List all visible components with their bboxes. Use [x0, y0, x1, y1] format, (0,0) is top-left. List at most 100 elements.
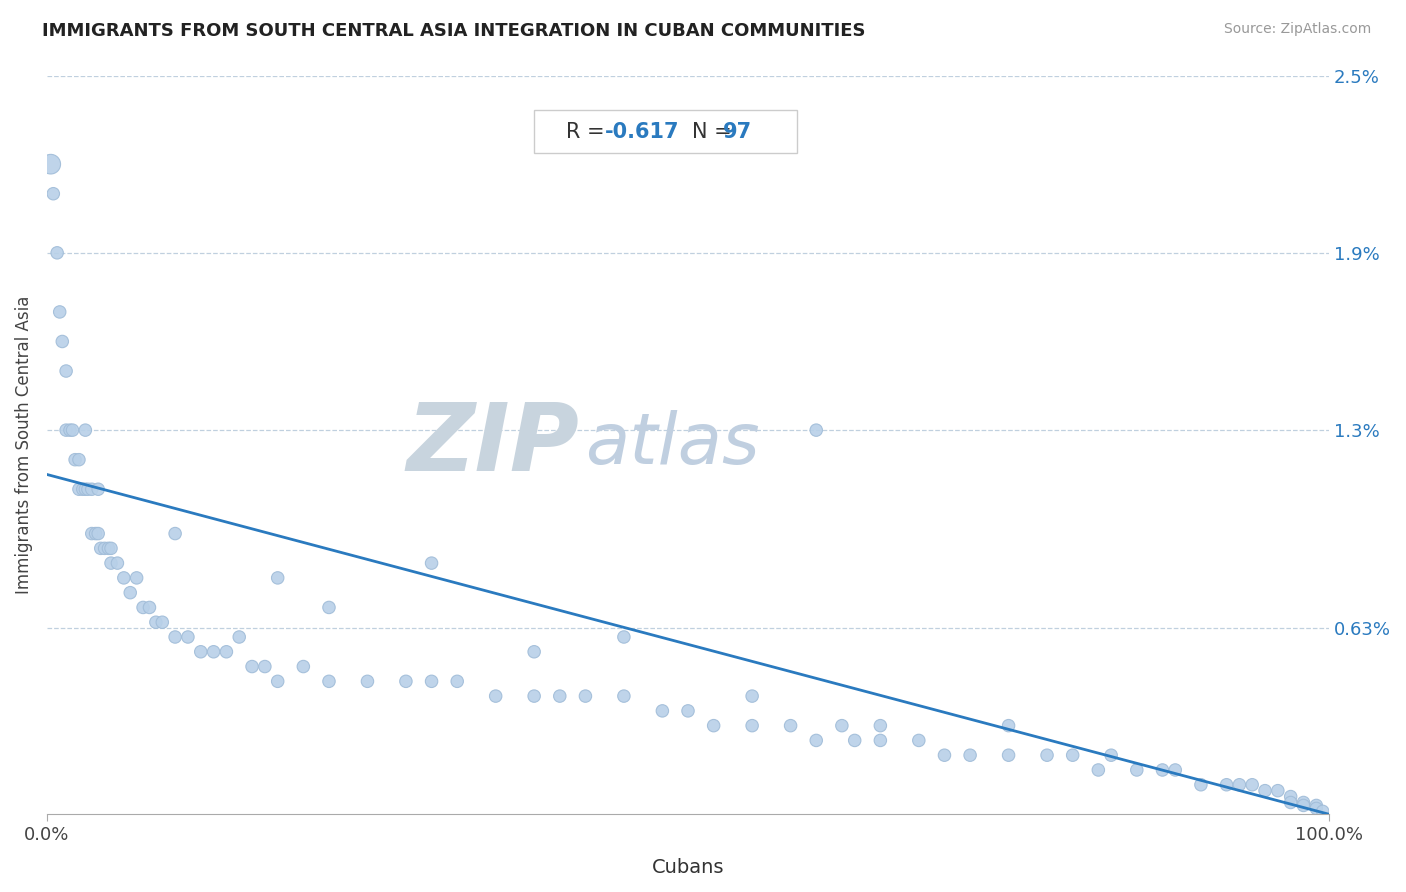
Point: [1227, 778, 1250, 792]
Point: [72, 482, 94, 496]
Point: [1036, 748, 1059, 763]
Point: [1241, 778, 1264, 792]
Point: [959, 748, 981, 763]
Point: [107, 556, 129, 570]
Point: [202, 645, 225, 659]
Point: [150, 615, 173, 630]
Point: [613, 689, 636, 703]
Point: [869, 719, 891, 733]
Point: [1267, 783, 1289, 797]
Point: [55, 364, 77, 378]
Point: [1305, 801, 1327, 815]
Point: [934, 748, 956, 763]
Point: [844, 733, 866, 747]
Point: [120, 585, 142, 599]
Point: [112, 571, 135, 585]
Point: [1062, 748, 1084, 763]
Point: [1215, 778, 1237, 792]
Point: [132, 600, 155, 615]
Point: [80, 526, 103, 541]
Point: [806, 733, 828, 747]
Point: [485, 689, 508, 703]
Point: [100, 541, 122, 556]
Point: [1279, 789, 1302, 804]
Point: [48, 305, 70, 319]
Point: [228, 630, 250, 644]
Text: -0.617: -0.617: [605, 121, 679, 142]
Y-axis label: Immigrants from South Central Asia: Immigrants from South Central Asia: [15, 296, 32, 594]
Point: [63, 452, 86, 467]
Point: [1164, 763, 1187, 777]
Point: [703, 719, 725, 733]
Point: [1087, 763, 1109, 777]
Point: [93, 541, 115, 556]
Point: [145, 615, 167, 630]
Point: [267, 674, 290, 689]
Point: [574, 689, 596, 703]
Point: [165, 526, 187, 541]
X-axis label: Cubans: Cubans: [652, 858, 724, 877]
Point: [100, 556, 122, 570]
Point: [779, 719, 801, 733]
FancyBboxPatch shape: [534, 111, 797, 153]
Point: [1099, 748, 1122, 763]
Point: [39, 157, 62, 171]
Point: [318, 600, 340, 615]
Text: 97: 97: [723, 121, 752, 142]
Point: [190, 645, 212, 659]
Point: [741, 689, 763, 703]
Point: [67, 452, 90, 467]
Point: [87, 482, 110, 496]
Text: Source: ZipAtlas.com: Source: ZipAtlas.com: [1223, 22, 1371, 37]
Point: [75, 482, 97, 496]
Point: [1126, 763, 1149, 777]
Point: [651, 704, 673, 718]
Point: [42, 186, 65, 201]
Point: [267, 571, 290, 585]
Point: [806, 423, 828, 437]
Point: [51, 334, 73, 349]
Point: [138, 600, 160, 615]
Point: [177, 630, 200, 644]
Point: [46, 245, 69, 260]
Point: [1312, 805, 1334, 819]
Point: [59, 423, 82, 437]
Point: [676, 704, 699, 718]
Text: R =: R =: [567, 121, 612, 142]
Point: [292, 659, 315, 673]
Point: [75, 423, 97, 437]
Point: [997, 748, 1019, 763]
Point: [90, 541, 112, 556]
Point: [253, 659, 276, 673]
Point: [1254, 783, 1277, 797]
Point: [395, 674, 418, 689]
Point: [420, 674, 443, 689]
Point: [97, 541, 120, 556]
Point: [67, 482, 90, 496]
Point: [1292, 798, 1315, 813]
Point: [240, 659, 263, 673]
Point: [446, 674, 468, 689]
Point: [77, 482, 100, 496]
Point: [318, 674, 340, 689]
Point: [80, 482, 103, 496]
Point: [62, 423, 84, 437]
Point: [523, 689, 546, 703]
Text: ZIP: ZIP: [406, 399, 579, 491]
Point: [125, 571, 148, 585]
Point: [831, 719, 853, 733]
Point: [613, 630, 636, 644]
Point: [1305, 798, 1327, 813]
Text: atlas: atlas: [585, 410, 761, 479]
Point: [869, 733, 891, 747]
Point: [1152, 763, 1174, 777]
Point: [1189, 778, 1212, 792]
Point: [87, 526, 110, 541]
Point: [907, 733, 929, 747]
Point: [1292, 796, 1315, 810]
Text: IMMIGRANTS FROM SOUTH CENTRAL ASIA INTEGRATION IN CUBAN COMMUNITIES: IMMIGRANTS FROM SOUTH CENTRAL ASIA INTEG…: [42, 22, 866, 40]
Text: N =: N =: [692, 121, 738, 142]
Point: [420, 556, 443, 570]
Point: [165, 630, 187, 644]
Point: [356, 674, 378, 689]
